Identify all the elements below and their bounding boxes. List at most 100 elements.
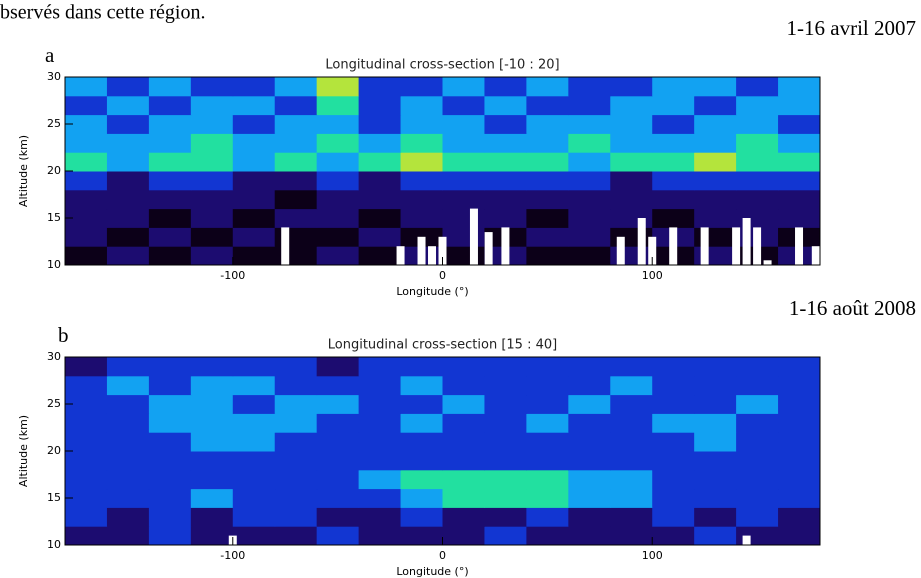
heatmap-cell [106,227,150,247]
heatmap-cell [778,413,821,433]
heatmap-cell [358,357,402,377]
heatmap-cell [484,375,527,396]
heatmap-cell [484,469,527,490]
heatmap-cell [190,171,234,191]
heatmap-cell [736,152,779,172]
heatmap-cell [65,227,108,247]
heatmap-cell [736,488,779,508]
heatmap-cell [652,375,695,396]
heatmap-cell [484,432,527,452]
heatmap-cell [232,413,276,433]
heatmap-cell [316,357,360,377]
heatmap-cell [568,133,611,153]
heatmap-cell [232,208,276,228]
heatmap-cell [778,357,821,377]
heatmap-cell [106,375,150,396]
heatmap-cell [568,246,611,266]
heatmap-cell [694,95,737,116]
heatmap-cell [610,133,653,153]
x-tick-label: -100 [220,549,245,562]
heatmap-cell [694,451,737,471]
heatmap-cell [568,152,611,172]
x-tick-label: 100 [642,549,663,562]
heatmap-cell [65,357,108,377]
heatmap-cell [568,469,611,490]
heatmap-cell [274,227,318,247]
heatmap-cell [148,488,192,508]
heatmap-cell [652,507,695,527]
heatmap-cell [232,95,276,116]
heatmap-cell [190,526,234,546]
heatmap-cell [358,208,402,228]
heatmap-cell [736,432,779,452]
heatmap-cell [190,507,234,527]
heatmap-cell [526,413,569,433]
heatmap-cell [568,507,611,527]
heatmap-cell [736,394,779,414]
heatmap-cell [610,246,653,266]
heatmap-cell [694,526,737,546]
heatmap-cell [316,451,360,471]
chart-title: Longitudinal cross-section [15 : 40] [328,338,557,353]
heatmap-cell [652,526,695,546]
heatmap-cell [106,208,150,228]
heatmap-cell [106,133,150,153]
heatmap-cell [148,357,192,377]
heatmap-cell [232,507,276,527]
heatmap-cell [316,432,360,452]
heatmap-cell [232,469,276,490]
cloud-bar [616,236,625,265]
heatmap-cell [652,114,695,134]
heatmap-cell [694,246,737,266]
heatmap-cell [106,95,150,116]
heatmap-cell [316,171,360,191]
heatmap-cell [778,375,821,396]
heatmap-cell [190,469,234,490]
heatmap-cell [232,152,276,172]
heatmap-cell [358,375,402,396]
heatmap-cell [526,488,569,508]
heatmap-cell [190,227,234,247]
heatmap-cell [484,526,527,546]
heatmap-cell [274,488,318,508]
heatmap-cell [484,189,527,210]
cloud-bar [417,236,426,265]
heatmap-cell [442,171,485,191]
heatmap-cell [484,413,527,433]
heatmap-cell [274,208,318,228]
heatmap-cell [694,357,737,377]
heatmap-cell [148,526,192,546]
heatmap-cell [442,246,485,266]
heatmap-cell [484,133,527,153]
heatmap-cell [610,413,653,433]
heatmap-cell [274,246,318,266]
heatmap-cell [694,152,737,172]
heatmap-cell [778,507,821,527]
heatmap-cell [65,432,108,452]
heatmap-cell [526,526,569,546]
heatmap-cell [358,114,402,134]
heatmap-cell [694,114,737,134]
heatmap-cell [190,189,234,210]
heatmap-cell [652,394,695,414]
heatmap-cell [316,469,360,490]
heatmap-cell [148,413,192,433]
heatmap-cell [736,114,779,134]
heatmap-cell [148,189,192,210]
heatmap-cell [568,413,611,433]
heatmap-cell [568,114,611,134]
heatmap-cell [106,171,150,191]
heatmap-cell [148,507,192,527]
heatmap-cell [778,394,821,414]
heatmap-cell [694,413,737,433]
heatmap-cell [442,375,485,396]
heatmap-cell [65,488,108,508]
heatmap-cell [148,227,192,247]
heatmap-cell [694,77,737,97]
heatmap-cell [442,469,485,490]
heatmap-cell [400,413,443,433]
heatmap-cell [148,114,192,134]
heatmap-cell [358,526,402,546]
heatmap-cell [610,189,653,210]
heatmap-cell [400,488,443,508]
